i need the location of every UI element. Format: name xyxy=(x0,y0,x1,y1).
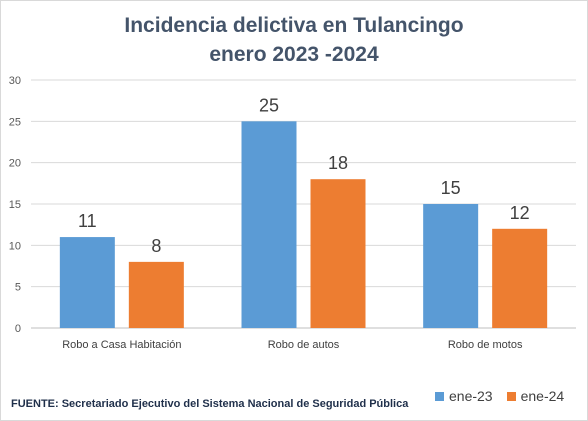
bar-ene-23 xyxy=(423,204,479,328)
y-tick-label: 10 xyxy=(9,240,21,252)
chart-title-line-1: Incidencia delictiva en Tulancingo xyxy=(124,14,464,37)
y-tick-label: 25 xyxy=(9,116,21,128)
chart-title: Incidencia delictiva en Tulancingo enero… xyxy=(1,11,587,69)
y-tick-label: 0 xyxy=(15,323,21,335)
legend-swatch-ene-23 xyxy=(435,391,444,401)
source-note: FUENTE: Secretariado Ejecutivo del Siste… xyxy=(11,398,409,410)
data-label: 11 xyxy=(78,211,97,231)
x-tick-label: Robo a Casa Habitación xyxy=(62,339,181,351)
legend-label-ene-23: ene-23 xyxy=(449,388,493,404)
data-label: 12 xyxy=(510,203,530,223)
x-tick-label: Robo de motos xyxy=(448,339,523,351)
chart-title-line-2: enero 2023 -2024 xyxy=(209,43,379,66)
x-tick-label: Robo de autos xyxy=(268,339,340,351)
legend-item-ene-23: ene-23 xyxy=(435,388,493,404)
legend-label-ene-24: ene-24 xyxy=(520,388,565,404)
y-tick-label: 30 xyxy=(9,75,21,87)
chart-legend: ene-23 ene-24 xyxy=(435,388,564,404)
bar-ene-23 xyxy=(59,237,115,328)
y-tick-label: 5 xyxy=(15,282,21,294)
data-label: 15 xyxy=(441,178,461,198)
y-tick-label: 15 xyxy=(9,199,21,211)
data-label: 18 xyxy=(328,153,348,173)
y-tick-label: 20 xyxy=(9,158,21,170)
data-label: 8 xyxy=(151,236,161,256)
legend-swatch-ene-24 xyxy=(506,391,516,401)
legend-item-ene-24: ene-24 xyxy=(506,388,565,404)
bar-ene-23 xyxy=(241,121,297,328)
data-label: 25 xyxy=(259,95,279,115)
bar-ene-24 xyxy=(492,228,548,328)
bar-ene-24 xyxy=(310,179,366,328)
bar-ene-24 xyxy=(128,261,184,328)
